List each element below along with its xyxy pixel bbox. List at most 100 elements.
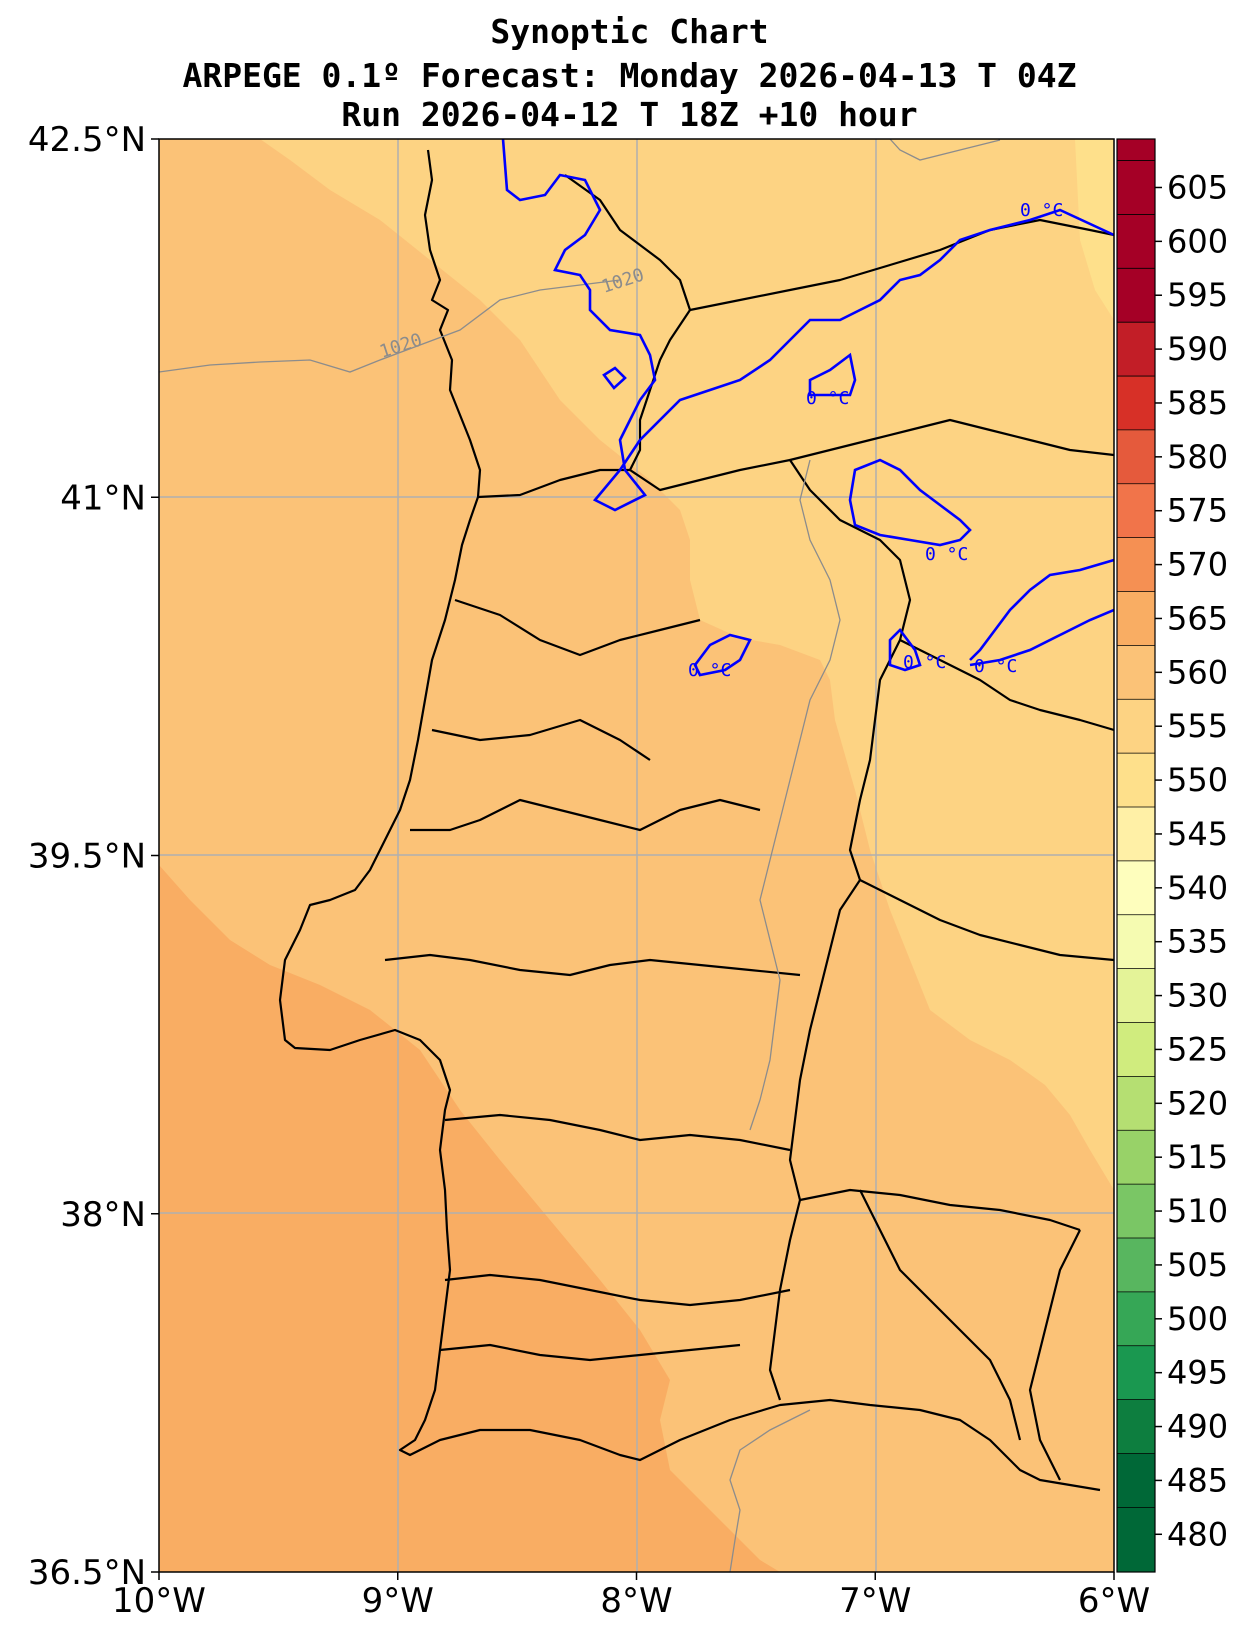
colorbar-bin bbox=[1117, 1453, 1155, 1572]
colorbar-bin bbox=[1117, 322, 1155, 377]
lon-tick-label: 9°W bbox=[362, 1581, 434, 1621]
isobar-1020-north bbox=[889, 139, 1001, 161]
district-border-6 bbox=[444, 1113, 791, 1152]
colorbar-bin bbox=[1117, 1076, 1155, 1131]
isotherm-0c-southwest-loop bbox=[693, 633, 752, 677]
coastlines-and-borders bbox=[278, 149, 1114, 1492]
colorbar-label: 585 bbox=[1167, 384, 1228, 422]
colorbar-bin bbox=[1117, 1022, 1155, 1077]
latitude-tick-labels: 42.5°N 41°N 39.5°N 38°N 36.5°N bbox=[28, 120, 159, 1593]
colorbar-label: 530 bbox=[1167, 977, 1228, 1015]
isotherm-label-5: 0 °C bbox=[903, 652, 946, 673]
colorbar-bin bbox=[1117, 139, 1155, 323]
spain-province-border-6 bbox=[1028, 1229, 1081, 1481]
district-border-4 bbox=[410, 798, 761, 832]
colorbar-label: 480 bbox=[1167, 1515, 1228, 1553]
colorbar-bin bbox=[1117, 968, 1155, 1023]
colorbar: 480 485 490 495 500 505 510 515 520 525 530 535 540 5… bbox=[1116, 138, 1228, 1573]
colorbar-bin bbox=[1117, 645, 1155, 700]
isotherm-label-1: 0 °C bbox=[1020, 200, 1063, 221]
isotherm-label-4: 0 °C bbox=[688, 660, 731, 681]
colorbar-label: 495 bbox=[1167, 1354, 1228, 1392]
shade-band-555-560-north bbox=[260, 139, 1114, 1190]
shade-band-565-570-southwest bbox=[159, 865, 780, 1572]
colorbar-label: 565 bbox=[1167, 599, 1228, 637]
isotherm-0c-northwest bbox=[501, 139, 1114, 512]
colorbar-bin bbox=[1117, 753, 1155, 808]
isotherm-label-6: 0 °C bbox=[974, 656, 1017, 677]
colorbar-label: 550 bbox=[1167, 761, 1228, 799]
isotherm-0c-central bbox=[848, 458, 972, 547]
chart-title: Synoptic Chart bbox=[490, 12, 769, 51]
colorbar-label: 490 bbox=[1167, 1408, 1228, 1446]
colorbar-label: 485 bbox=[1167, 1461, 1228, 1499]
colorbar-label: 555 bbox=[1167, 707, 1228, 745]
isotherm-0c-loop-2 bbox=[808, 352, 857, 397]
lon-tick-label: 6°W bbox=[1078, 1581, 1150, 1621]
colorbar-bin bbox=[1117, 914, 1155, 969]
colorbar-bin bbox=[1117, 1184, 1155, 1238]
colorbar-label: 560 bbox=[1167, 653, 1228, 691]
colorbar-label: 535 bbox=[1167, 923, 1228, 961]
lat-tick-label: 41°N bbox=[60, 478, 146, 518]
isobar-south bbox=[729, 1409, 811, 1572]
colorbar-label: 540 bbox=[1167, 869, 1228, 907]
lon-tick-label: 8°W bbox=[600, 1581, 672, 1621]
isotherm-label-3: 0 °C bbox=[925, 544, 968, 565]
graticule bbox=[159, 139, 1114, 1572]
colorbar-bin bbox=[1117, 537, 1155, 592]
coastline-west bbox=[278, 149, 1101, 1492]
isotherm-0c-southeast bbox=[969, 608, 1114, 667]
colorbar-bin bbox=[1117, 1399, 1155, 1454]
lat-tick-label: 38°N bbox=[60, 1195, 146, 1235]
border-portugal-spain-east bbox=[629, 458, 912, 1401]
isobars bbox=[159, 139, 1001, 1572]
colorbar-label: 575 bbox=[1167, 492, 1228, 530]
spain-province-border-7 bbox=[859, 1189, 1022, 1441]
colorbar-bin bbox=[1117, 591, 1155, 646]
lat-tick-label: 39.5°N bbox=[28, 837, 146, 877]
district-border-5 bbox=[384, 953, 801, 977]
colorbar-label: 525 bbox=[1167, 1030, 1228, 1068]
district-border-2 bbox=[454, 598, 701, 657]
spain-province-border-1 bbox=[689, 218, 1114, 312]
shade-band-550-555-corner bbox=[1075, 139, 1114, 320]
colorbar-bin bbox=[1117, 807, 1155, 861]
lon-tick-label: 10°W bbox=[112, 1581, 206, 1621]
colorbar-label: 580 bbox=[1167, 438, 1228, 476]
colorbar-bin bbox=[1117, 483, 1155, 538]
colorbar-label: 515 bbox=[1167, 1138, 1228, 1176]
spain-province-border-3 bbox=[899, 639, 1114, 732]
district-border-8 bbox=[439, 1343, 741, 1362]
spain-province-border-2 bbox=[789, 418, 1114, 462]
district-border-7 bbox=[444, 1273, 791, 1307]
colorbar-bin bbox=[1117, 1345, 1155, 1400]
isobar-central bbox=[749, 459, 841, 1131]
colorbar-label: 600 bbox=[1167, 222, 1228, 260]
isobar-1020 bbox=[159, 279, 621, 373]
colorbar-label: 520 bbox=[1167, 1084, 1228, 1122]
longitude-tick-labels: 10°W 9°W 8°W 7°W 6°W bbox=[112, 1572, 1150, 1621]
colorbar-label: 505 bbox=[1167, 1246, 1228, 1284]
isotherms-0c bbox=[501, 139, 1114, 677]
colorbar-label: 570 bbox=[1167, 546, 1228, 584]
colorbar-label: 510 bbox=[1167, 1192, 1228, 1230]
spain-province-border-5 bbox=[799, 1188, 1081, 1232]
isotherm-0c-east bbox=[969, 558, 1114, 661]
colorbar-label: 545 bbox=[1167, 815, 1228, 853]
spain-province-border-4 bbox=[859, 879, 1114, 962]
lat-tick-label: 42.5°N bbox=[28, 120, 146, 160]
colorbar-bin bbox=[1117, 429, 1155, 484]
colorbar-label: 500 bbox=[1167, 1300, 1228, 1338]
isotherm-labels: 0 °C 0 °C 0 °C 0 °C 0 °C 0 °C bbox=[688, 200, 1063, 681]
lat-tick-label: 36.5°N bbox=[28, 1553, 146, 1593]
colorbar-bin bbox=[1117, 1130, 1155, 1185]
colorbar-bin bbox=[1117, 699, 1155, 754]
colorbar-label: 605 bbox=[1167, 168, 1228, 206]
isotherm-0c-central-loop bbox=[888, 628, 922, 672]
colorbar-bin bbox=[1117, 376, 1155, 430]
colorbar-label: 595 bbox=[1167, 276, 1228, 314]
district-border-3 bbox=[431, 718, 651, 761]
chart-subtitle-run: Run 2026-04-12 T 18Z +10 hour bbox=[341, 95, 918, 134]
